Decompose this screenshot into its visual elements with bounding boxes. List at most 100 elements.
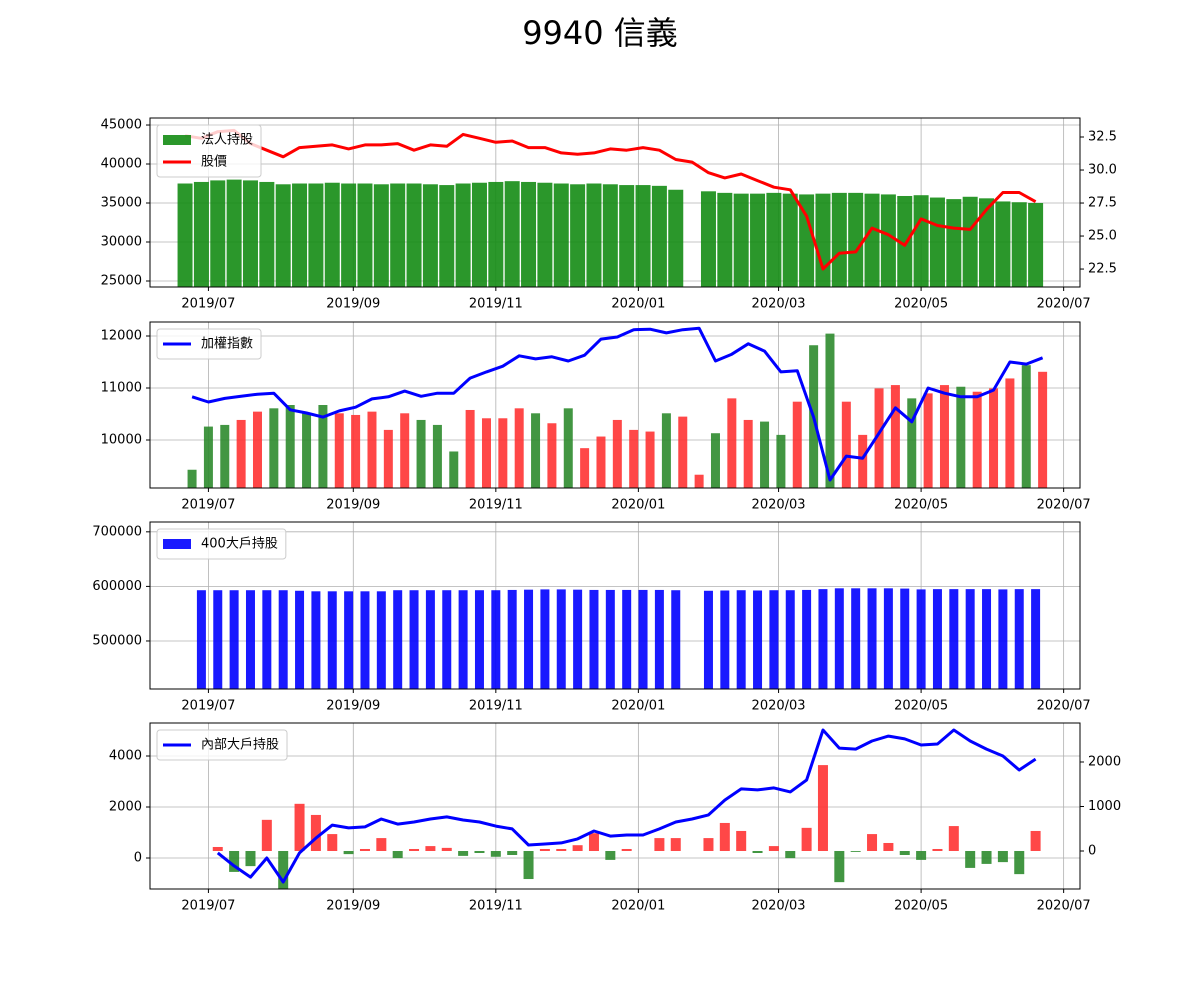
bar [1005,378,1015,488]
bar [376,591,386,689]
bar [210,180,226,287]
x-tick-label: 2019/07 [181,699,235,714]
bar [474,850,485,853]
bar [563,408,573,488]
bar [867,588,877,689]
x-tick-label: 2020/05 [894,699,948,714]
bar [295,590,305,689]
bar [400,413,410,488]
y2-tick-label: 2000 [1088,754,1121,769]
bar [580,448,590,488]
y-tick-label: 25000 [101,273,142,288]
bar [880,194,896,287]
x-tick-label: 2019/11 [469,498,523,513]
bar [1014,850,1025,875]
bar [743,419,753,488]
bar [376,838,387,851]
bar [539,848,550,851]
bar [671,590,681,689]
legend-swatch [163,539,191,549]
bar [831,192,847,287]
bar [439,185,455,287]
bar [537,182,553,287]
x-tick-label: 2020/03 [752,297,806,312]
bar [841,401,851,488]
figure-title: 9940 信義 [522,14,678,52]
line [216,728,1037,884]
bar [573,589,583,689]
y-tick-label: 700000 [92,524,142,539]
legend-box [156,528,287,560]
bar [245,850,256,867]
bar [750,193,766,287]
bar [818,589,828,689]
bar [465,409,475,488]
bar [717,192,733,287]
bar [965,850,976,868]
bar [995,201,1011,287]
bar [785,590,795,689]
bar [703,590,713,689]
bar [654,838,665,851]
bar [668,189,684,287]
y2-tick-label: 25.0 [1088,229,1117,244]
y2-tick-label: 32.5 [1088,130,1117,145]
bar [442,590,452,689]
y-tick-label: 12000 [101,328,142,343]
bar [622,589,632,689]
x-tick-label: 2020/07 [1037,699,1091,714]
bar [334,413,344,488]
bar [899,850,910,855]
bar [760,421,770,488]
bar [514,408,524,488]
bar [187,469,197,488]
bar [341,183,357,287]
bar [531,413,541,488]
legend-box [156,328,262,360]
bar [425,846,436,851]
bar [932,589,942,689]
bar [383,429,393,488]
bar [262,590,272,689]
x-tick-label: 2020/07 [1037,297,1091,312]
x-tick-label: 2020/01 [611,899,665,914]
bar [422,184,438,287]
bar [278,850,289,889]
bar [570,184,586,287]
bar [776,434,786,488]
bar [360,591,370,689]
bar [449,451,459,488]
bar [203,426,213,488]
bar [785,850,796,859]
x-tick-label: 2020/03 [752,899,806,914]
bar [645,431,655,488]
x-tick-label: 2020/07 [1037,899,1091,914]
y-tick-label: 10000 [101,432,142,447]
bar [948,826,959,851]
bar [998,589,1008,689]
bar [406,183,422,287]
bar [425,590,435,689]
legend-label: 法人持股 [201,133,253,148]
bar [393,590,403,689]
bar [769,590,779,689]
x-tick-label: 2019/09 [326,699,380,714]
bar [817,765,828,851]
bar [491,590,501,689]
bar [311,591,321,689]
bar [259,181,275,287]
bar [923,393,933,488]
x-tick-label: 2019/09 [326,297,380,312]
bar [458,590,468,689]
bar [523,850,534,880]
y2-tick-label: 27.5 [1088,196,1117,211]
bar [848,192,864,287]
bar [719,822,730,851]
bar [302,413,312,488]
bar [292,183,308,287]
bar [867,834,878,851]
bar [226,179,242,287]
bar [802,589,812,689]
bar [572,845,583,851]
bar [553,183,569,287]
